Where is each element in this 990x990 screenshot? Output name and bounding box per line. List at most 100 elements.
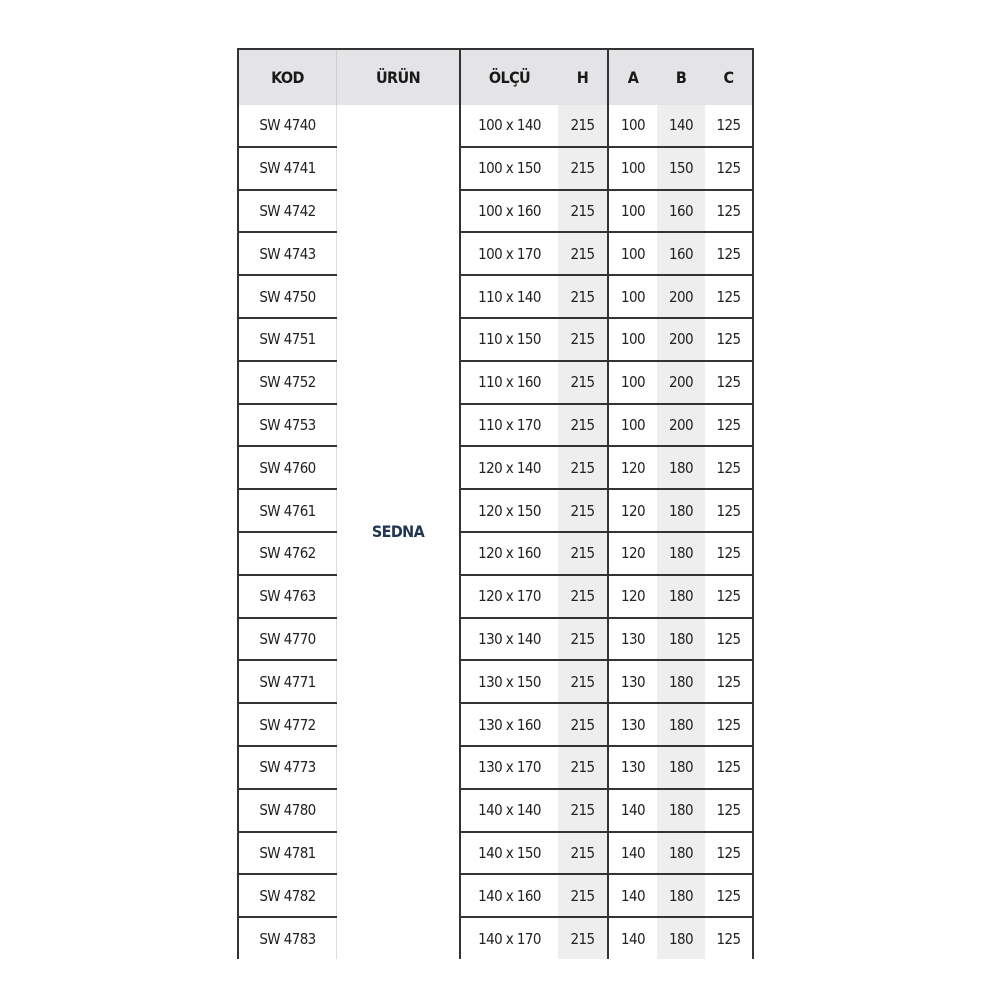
cell-b: 180 bbox=[657, 659, 705, 704]
cell-kod: SW 4741 bbox=[237, 145, 337, 190]
cell-b: 180 bbox=[657, 530, 705, 575]
cell-urun: SEDNA bbox=[336, 105, 461, 959]
cell-kod: SW 4783 bbox=[237, 916, 337, 959]
cell-b: 180 bbox=[657, 573, 705, 618]
cell-a: 140 bbox=[608, 873, 657, 918]
cell-b: 200 bbox=[657, 359, 705, 404]
header-b: B bbox=[657, 48, 705, 105]
cell-c: 125 bbox=[705, 659, 754, 704]
cell-olcu: 140 x 140 bbox=[460, 787, 558, 832]
cell-a: 120 bbox=[608, 530, 657, 575]
cell-kod: SW 4773 bbox=[237, 744, 337, 789]
cell-olcu: 100 x 150 bbox=[460, 145, 558, 190]
cell-h: 215 bbox=[558, 787, 609, 832]
table-row: SW 4742 100 x 160 215 100 160 125 bbox=[237, 188, 754, 233]
cell-a: 100 bbox=[608, 145, 657, 190]
cell-b: 160 bbox=[657, 188, 705, 233]
cell-c: 125 bbox=[705, 188, 754, 233]
cell-olcu: 130 x 170 bbox=[460, 744, 558, 789]
cell-a: 100 bbox=[608, 359, 657, 404]
cell-b: 200 bbox=[657, 274, 705, 318]
cell-c: 125 bbox=[705, 274, 754, 318]
cell-c: 125 bbox=[705, 316, 754, 361]
cell-a: 100 bbox=[608, 402, 657, 447]
cell-b: 180 bbox=[657, 916, 705, 959]
table-row: SW 4773 130 x 170 215 130 180 125 bbox=[237, 744, 754, 789]
cell-b: 180 bbox=[657, 873, 705, 918]
cell-h: 215 bbox=[558, 402, 609, 447]
cell-a: 130 bbox=[608, 659, 657, 704]
cell-h: 215 bbox=[558, 530, 609, 575]
cell-a: 130 bbox=[608, 616, 657, 661]
table-row: SW 4751 110 x 150 215 100 200 125 bbox=[237, 316, 754, 361]
cell-kod: SW 4742 bbox=[237, 188, 337, 233]
table-row: SW 4763 120 x 170 215 120 180 125 bbox=[237, 573, 754, 618]
cell-olcu: 140 x 150 bbox=[460, 830, 558, 875]
cell-a: 120 bbox=[608, 445, 657, 490]
cell-h: 215 bbox=[558, 702, 609, 746]
table-row: SW 4760 120 x 140 215 120 180 125 bbox=[237, 445, 754, 490]
table-body: SW 4740 SEDNA 100 x 140 215 100 140 125 SW 4741… bbox=[237, 105, 754, 959]
cell-h: 215 bbox=[558, 188, 609, 233]
cell-h: 215 bbox=[558, 616, 609, 661]
cell-h: 215 bbox=[558, 573, 609, 618]
header-c: C bbox=[705, 48, 754, 105]
cell-olcu: 130 x 160 bbox=[460, 702, 558, 746]
header-kod: KOD bbox=[237, 48, 337, 105]
cell-b: 150 bbox=[657, 145, 705, 190]
cell-c: 125 bbox=[705, 616, 754, 661]
cell-c: 125 bbox=[705, 873, 754, 918]
cell-h: 215 bbox=[558, 231, 609, 276]
cell-b: 200 bbox=[657, 402, 705, 447]
cell-olcu: 120 x 150 bbox=[460, 488, 558, 532]
header-row: KOD ÜRÜN ÖLÇÜ H A B C bbox=[237, 48, 754, 105]
cell-kod: SW 4751 bbox=[237, 316, 337, 361]
cell-kod: SW 4743 bbox=[237, 231, 337, 276]
cell-kod: SW 4770 bbox=[237, 616, 337, 661]
cell-c: 125 bbox=[705, 231, 754, 276]
cell-kod: SW 4761 bbox=[237, 488, 337, 532]
cell-b: 180 bbox=[657, 488, 705, 532]
cell-h: 215 bbox=[558, 916, 609, 959]
table-row: SW 4781 140 x 150 215 140 180 125 bbox=[237, 830, 754, 875]
header-urun: ÜRÜN bbox=[336, 48, 461, 105]
table-row: SW 4761 120 x 150 215 120 180 125 bbox=[237, 488, 754, 532]
cell-b: 180 bbox=[657, 744, 705, 789]
cell-kod: SW 4762 bbox=[237, 530, 337, 575]
cell-kod: SW 4753 bbox=[237, 402, 337, 447]
cell-olcu: 100 x 160 bbox=[460, 188, 558, 233]
cell-kod: SW 4763 bbox=[237, 573, 337, 618]
table-row: SW 4783 140 x 170 215 140 180 125 bbox=[237, 916, 754, 959]
cell-c: 125 bbox=[705, 445, 754, 490]
cell-h: 215 bbox=[558, 659, 609, 704]
table-row: SW 4772 130 x 160 215 130 180 125 bbox=[237, 702, 754, 746]
cell-c: 125 bbox=[705, 744, 754, 789]
cell-a: 100 bbox=[608, 231, 657, 276]
table-row: SW 4780 140 x 140 215 140 180 125 bbox=[237, 787, 754, 832]
cell-kod: SW 4782 bbox=[237, 873, 337, 918]
cell-h: 215 bbox=[558, 873, 609, 918]
cell-b: 200 bbox=[657, 316, 705, 361]
cell-olcu: 110 x 150 bbox=[460, 316, 558, 361]
cell-a: 100 bbox=[608, 274, 657, 318]
cell-olcu: 120 x 160 bbox=[460, 530, 558, 575]
table-row: SW 4771 130 x 150 215 130 180 125 bbox=[237, 659, 754, 704]
cell-c: 125 bbox=[705, 359, 754, 404]
cell-a: 140 bbox=[608, 916, 657, 959]
cell-b: 180 bbox=[657, 616, 705, 661]
cell-kod: SW 4760 bbox=[237, 445, 337, 490]
cell-h: 215 bbox=[558, 445, 609, 490]
table-row: SW 4752 110 x 160 215 100 200 125 bbox=[237, 359, 754, 404]
cell-c: 125 bbox=[705, 145, 754, 190]
cell-a: 130 bbox=[608, 744, 657, 789]
cell-c: 125 bbox=[705, 916, 754, 959]
table-row: SW 4762 120 x 160 215 120 180 125 bbox=[237, 530, 754, 575]
cell-olcu: 140 x 160 bbox=[460, 873, 558, 918]
cell-olcu: 100 x 170 bbox=[460, 231, 558, 276]
cell-a: 100 bbox=[608, 188, 657, 233]
cell-h: 215 bbox=[558, 830, 609, 875]
cell-b: 180 bbox=[657, 787, 705, 832]
table-row: SW 4743 100 x 170 215 100 160 125 bbox=[237, 231, 754, 276]
cell-h: 215 bbox=[558, 359, 609, 404]
cell-olcu: 100 x 140 bbox=[478, 116, 541, 135]
